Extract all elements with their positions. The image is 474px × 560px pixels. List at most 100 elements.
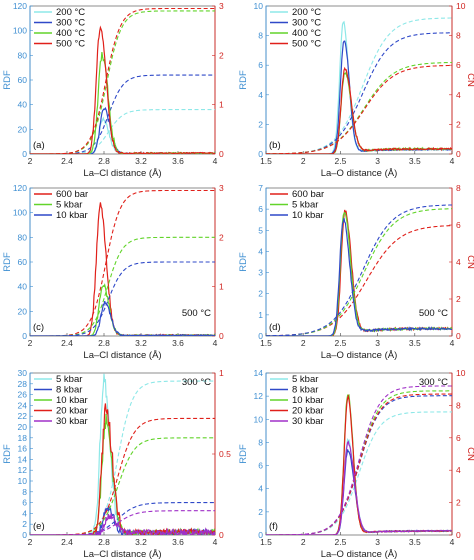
y-tick-label: 100 (13, 208, 27, 218)
x-tick-label: 2.8 (98, 338, 110, 348)
x-axis-label: La–Cl distance (Å) (83, 350, 161, 361)
cn-series-2 (30, 74, 215, 154)
cn-series-1 (30, 380, 215, 535)
cn-series-3 (30, 261, 215, 336)
x-tick-label: 3.6 (172, 156, 184, 166)
x-axis-label: La–O distance (Å) (321, 549, 398, 560)
rdf-series-3 (30, 52, 215, 154)
x-tick-label: 2 (28, 156, 33, 166)
y2-tick-label: 6 (456, 433, 461, 443)
panel-letter: (e) (33, 521, 45, 532)
x-tick-label: 4 (213, 156, 218, 166)
x-tick-label: 2 (28, 537, 33, 547)
y-tick-label: 26 (18, 390, 28, 400)
x-tick-label: 2.4 (61, 338, 73, 348)
x-tick-label: 2.4 (61, 156, 73, 166)
y-tick-label: 40 (18, 282, 28, 292)
y2-tick-label: 8 (456, 400, 461, 410)
legend-label: 20 kbar (292, 406, 324, 417)
y-tick-label: 60 (18, 75, 28, 85)
y-tick-label: 6 (258, 461, 263, 471)
y-tick-label: 2 (258, 119, 263, 129)
panel-letter: (d) (269, 322, 281, 333)
y-tick-label: 120 (13, 183, 27, 193)
x-axis-label: La–O distance (Å) (321, 350, 398, 361)
y-tick-label: 8 (22, 487, 27, 497)
x-tick-label: 4 (213, 338, 218, 348)
plot-area (266, 204, 452, 336)
y-tick-label: 28 (18, 379, 28, 389)
y2-tick-label: 6 (456, 60, 461, 70)
y-tick-label: 6 (258, 60, 263, 70)
y-tick-label: 8 (258, 437, 263, 447)
rdf-series-3 (30, 300, 215, 336)
panel-letter: (b) (269, 140, 281, 151)
cn-series-2 (266, 208, 452, 336)
y-tick-label: 30 (18, 368, 28, 378)
y-tick-label: 18 (18, 433, 28, 443)
rdf-series-5 (266, 440, 452, 535)
y-tick-label: 12 (254, 391, 264, 401)
y2-tick-label: 4 (456, 257, 461, 267)
y2-tick-label: 0.5 (219, 449, 231, 459)
y2-tick-label: 1 (219, 368, 224, 378)
y-tick-label: 4 (258, 90, 263, 100)
y-tick-label: 20 (18, 124, 28, 134)
x-tick-label: 3.2 (135, 338, 147, 348)
y-axis-label: RDF (238, 252, 249, 272)
y-tick-label: 12 (18, 465, 28, 475)
y2-axis-label: CN (465, 73, 474, 87)
legend-label: 5 kbar (292, 200, 318, 211)
temperature-annotation: 300 °C (182, 377, 211, 388)
y-tick-label: 2 (258, 289, 263, 299)
x-tick-label: 3.2 (135, 156, 147, 166)
y2-tick-label: 2 (456, 294, 461, 304)
legend-label: 600 bar (56, 189, 88, 200)
plot-area (30, 373, 215, 535)
y-tick-label: 10 (254, 1, 264, 11)
cn-series-5 (30, 510, 215, 535)
legend-label: 10 kbar (292, 395, 324, 406)
y2-tick-label: 8 (456, 183, 461, 193)
legend-label: 500 °C (292, 39, 321, 50)
legend-label: 300 °C (56, 18, 85, 29)
panel-letter: (c) (33, 322, 44, 333)
rdf-series-5 (30, 513, 215, 535)
x-tick-label: 2 (301, 537, 306, 547)
y-axis-label: RDF (2, 444, 13, 464)
y2-tick-label: 0 (456, 530, 461, 540)
cn-series-2 (30, 502, 215, 535)
y-tick-label: 6 (22, 498, 27, 508)
legend-label: 400 °C (56, 28, 85, 39)
cn-series-1 (266, 411, 452, 535)
x-tick-label: 4 (450, 537, 455, 547)
y-tick-label: 100 (13, 26, 27, 36)
y2-tick-label: 2 (456, 498, 461, 508)
y-tick-label: 14 (18, 454, 28, 464)
y2-axis-label: CN (465, 447, 474, 461)
rdf-series-4 (266, 66, 452, 154)
x-tick-label: 3.2 (135, 537, 147, 547)
temperature-annotation: 500 °C (419, 308, 448, 319)
y2-tick-label: 0 (456, 331, 461, 341)
y-tick-label: 7 (258, 183, 263, 193)
y-tick-label: 20 (18, 306, 28, 316)
panel-letter: (a) (33, 140, 45, 151)
legend-label: 20 kbar (56, 406, 88, 417)
rdf-series-2 (266, 40, 452, 154)
legend-label: 10 kbar (56, 395, 88, 406)
y-tick-label: 0 (258, 331, 263, 341)
y-tick-label: 0 (22, 331, 27, 341)
legend-label: 30 kbar (292, 416, 324, 427)
y2-tick-label: 2 (219, 232, 224, 242)
x-tick-label: 2 (301, 338, 306, 348)
y-tick-label: 3 (258, 268, 263, 278)
x-tick-label: 2.5 (334, 156, 346, 166)
y2-tick-label: 0 (219, 331, 224, 341)
y-tick-label: 8 (258, 31, 263, 41)
y2-tick-label: 3 (219, 1, 224, 11)
